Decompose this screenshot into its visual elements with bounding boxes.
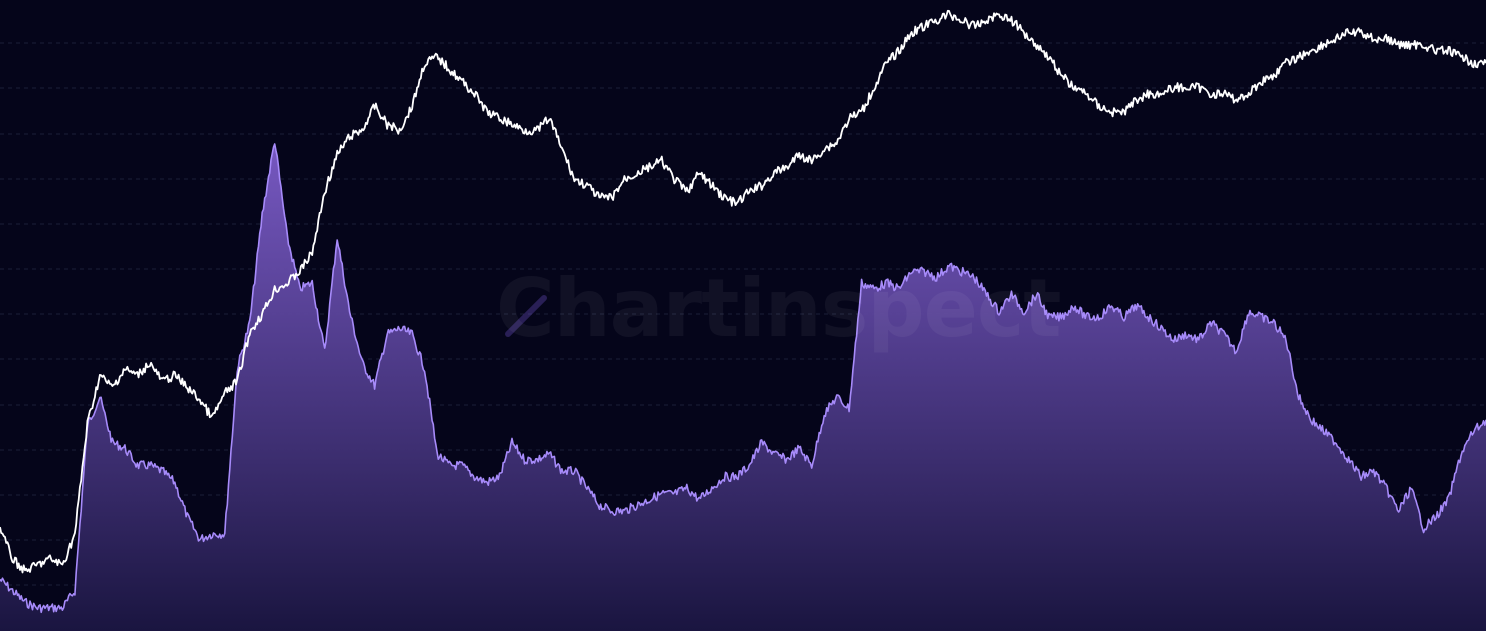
series-layer [0,9,1486,631]
series-area-line [0,143,1486,614]
series-price-line [0,9,1486,574]
series-area-fill [0,144,1486,631]
